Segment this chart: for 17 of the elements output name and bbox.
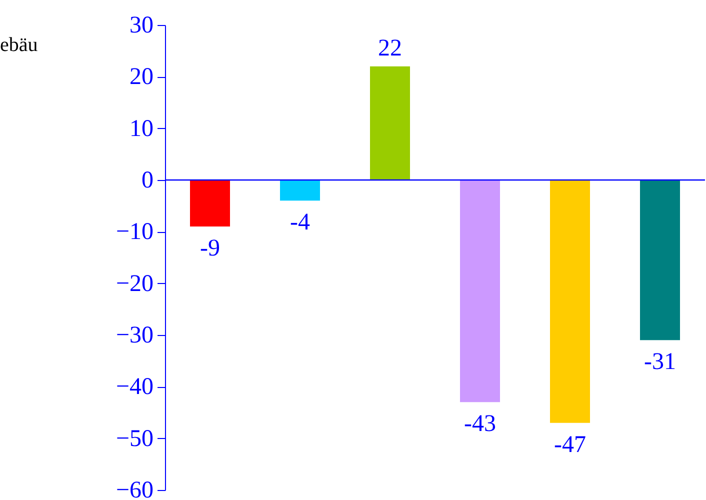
data-label: -47 — [554, 432, 586, 458]
y-tick-label: −30 — [116, 322, 154, 348]
y-tick-label: −10 — [116, 219, 154, 246]
data-label: -4 — [290, 210, 310, 236]
y-tick-label: 0 — [142, 168, 154, 194]
data-label: -31 — [644, 349, 676, 376]
y-tick-label: 10 — [130, 116, 154, 142]
y-tick-label: −40 — [116, 374, 154, 400]
data-label: 22 — [378, 35, 402, 62]
text: ebäu — [0, 34, 38, 56]
data-label: -43 — [464, 411, 496, 438]
y-tick-label: 30 — [130, 12, 154, 38]
y-tick-label: 20 — [130, 64, 154, 90]
y-tick-label: −60 — [116, 478, 154, 500]
data-label: -9 — [200, 236, 220, 262]
y-tick-label: −50 — [116, 426, 154, 452]
y-tick-label: −20 — [116, 270, 154, 297]
